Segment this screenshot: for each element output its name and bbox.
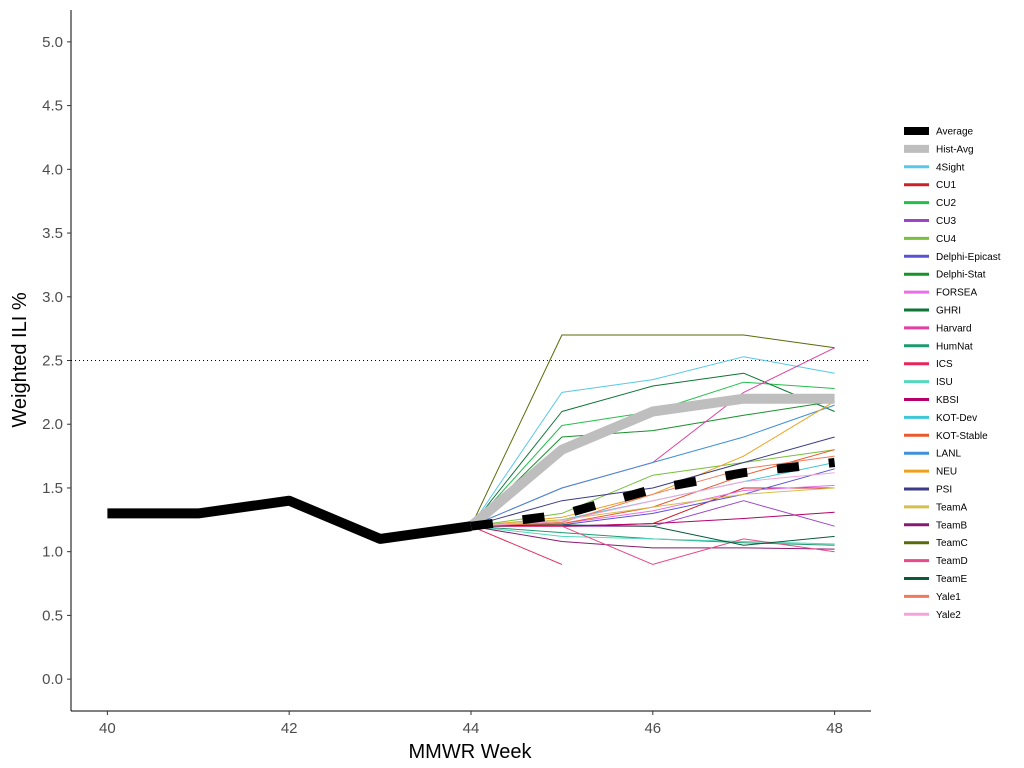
series-line-ghri — [470, 372, 835, 527]
series-line-4sight — [470, 356, 835, 527]
plot-area — [71, 334, 871, 565]
x-tick-label: 44 — [463, 720, 480, 737]
y-tick-label: 4.5 — [42, 98, 63, 115]
observed-ili-line — [107, 495, 472, 544]
series-line-yale1 — [470, 455, 835, 527]
series-line-cu2 — [470, 381, 835, 527]
legend-label-teame: TeamE — [936, 574, 967, 585]
y-axis-title: Weighted ILI % — [9, 292, 31, 427]
legend-label-cu3: CU3 — [936, 216, 956, 227]
legend-label-humnat: HumNat — [936, 341, 973, 352]
legend-label-cu2: CU2 — [936, 198, 956, 209]
legend-label-harvard: Harvard — [936, 323, 972, 334]
legend-label-cu4: CU4 — [936, 234, 956, 245]
series-line-delphi-stat — [470, 400, 835, 527]
legend-label-cu1: CU1 — [936, 180, 956, 191]
series-line-teamb — [470, 525, 835, 550]
legend-label-ics: ICS — [936, 359, 953, 370]
legend-label-isu: ISU — [936, 377, 953, 388]
series-line-psi — [470, 436, 835, 527]
legend-label-teamc: TeamC — [936, 538, 968, 549]
y-tick-label: 3.0 — [42, 289, 63, 306]
x-tick-label: 46 — [644, 720, 661, 737]
series-line-teamd — [471, 525, 835, 565]
legend-label-delphi-stat: Delphi-Stat — [936, 270, 986, 281]
y-tick-label: 1.0 — [42, 544, 63, 561]
series-line-teame — [470, 524, 835, 546]
x-tick-label: 42 — [281, 720, 298, 737]
legend-label-teama: TeamA — [936, 502, 967, 513]
legend-label-psi: PSI — [936, 485, 952, 496]
y-tick-label: 4.0 — [42, 161, 63, 178]
legend-label-teamb: TeamB — [936, 520, 967, 531]
series-line-lanl — [470, 404, 835, 527]
legend-label-yale1: Yale1 — [936, 592, 961, 603]
legend-label-average: Average — [936, 127, 974, 138]
series-line-harvard — [470, 347, 835, 527]
legend-label-lanl: LANL — [936, 449, 961, 460]
legend-label-kot-dev: KOT-Dev — [936, 413, 977, 424]
legend: Average Hist-Avg 4Sight CU1 CU2 CU3 CU4 Delphi-… — [904, 127, 1001, 621]
x-tick-label: 40 — [99, 720, 116, 737]
y-tick-label: 2.5 — [42, 353, 63, 370]
axes: 0.0 0.5 1.0 1.5 2.0 2.5 3.0 3.5 4.0 4.5 5.0 40 42 44 4… — [42, 10, 871, 737]
legend-label-teamd: TeamD — [936, 556, 968, 567]
series-line-ics — [470, 525, 563, 565]
x-axis-title: MMWR Week — [409, 741, 533, 763]
legend-label-4sight: 4Sight — [936, 162, 965, 173]
series-line-teamc — [470, 334, 835, 527]
legend-label-ghri: GHRI — [936, 306, 961, 317]
legend-label-delphi-epicast: Delphi-Epicast — [936, 252, 1001, 263]
legend-label-forsea: FORSEA — [936, 288, 977, 299]
y-tick-label: 0.5 — [42, 607, 63, 624]
y-tick-label: 0.0 — [42, 671, 63, 688]
y-tick-label: 2.0 — [42, 416, 63, 433]
legend-label-kot-stable: KOT-Stable — [936, 431, 988, 442]
series-line-average — [470, 458, 836, 531]
x-tick-label: 48 — [826, 720, 843, 737]
y-tick-label: 1.5 — [42, 480, 63, 497]
series-line-hist-avg — [467, 393, 835, 531]
y-tick-label: 5.0 — [42, 34, 63, 51]
legend-label-neu: NEU — [936, 467, 957, 478]
legend-label-yale2: Yale2 — [936, 610, 961, 621]
y-tick-label: 3.5 — [42, 225, 63, 242]
legend-label-kbsi: KBSI — [936, 395, 959, 406]
legend-label-hist-avg: Hist-Avg — [936, 144, 974, 155]
